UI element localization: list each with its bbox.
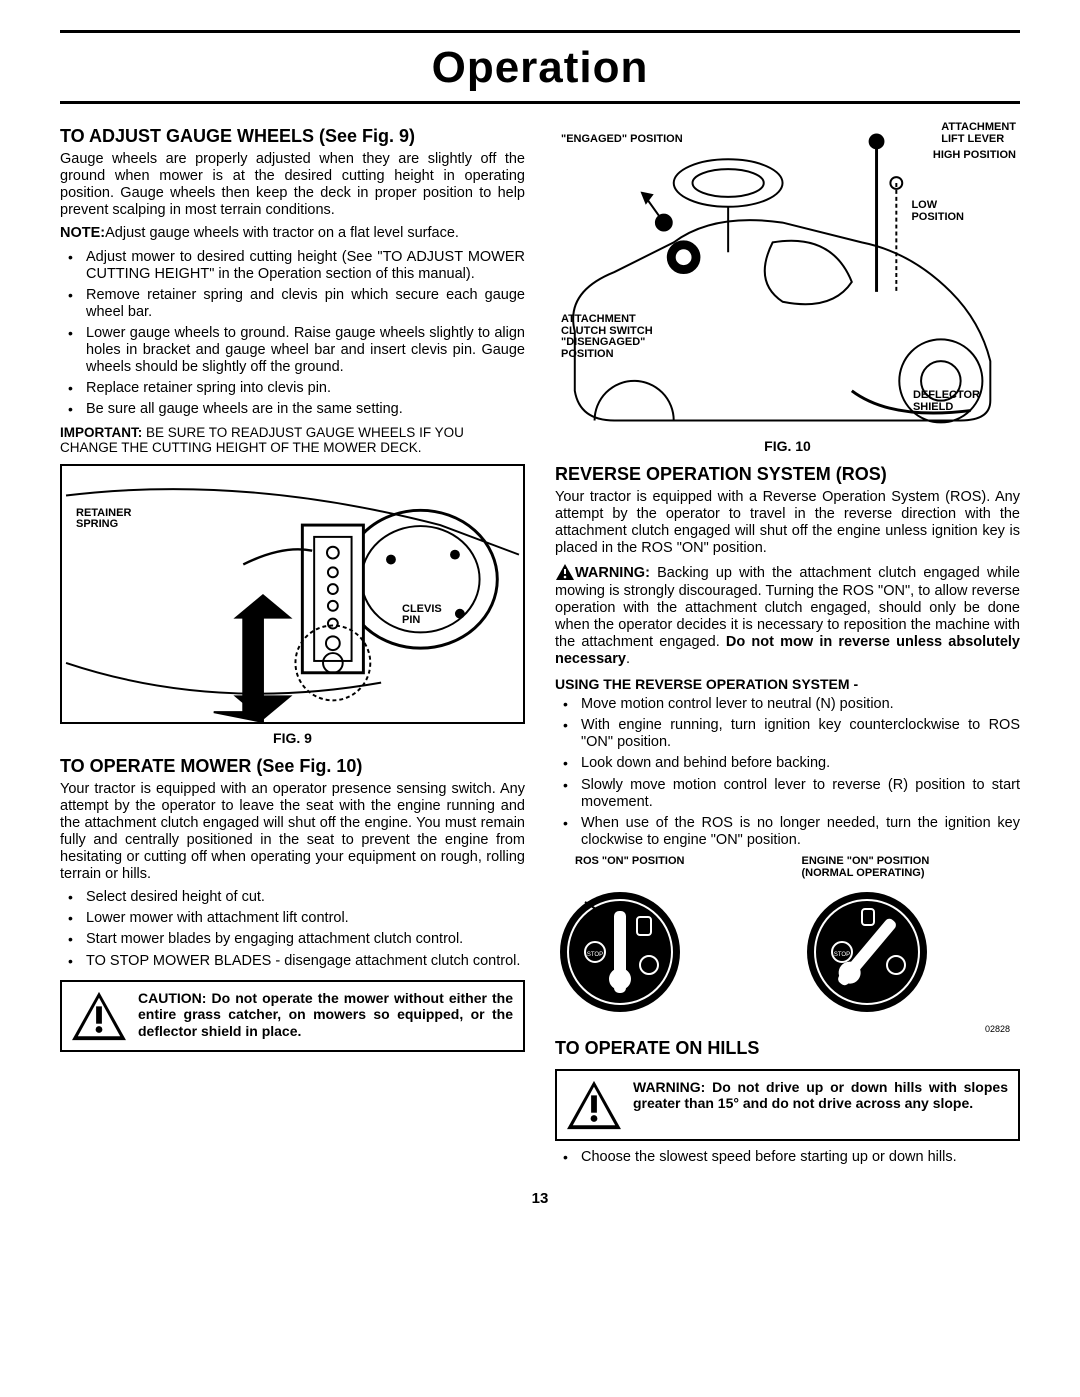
right-column: "ENGAGED" POSITION ATTACHMENT LIFT LEVER… (555, 122, 1020, 1172)
fig10-label-low: LOW POSITION (911, 200, 964, 223)
bullet: Lower mower with attachment lift control… (60, 910, 525, 927)
warn-lead: WARNING: (575, 565, 650, 581)
fig-code: 02828 (555, 1024, 1020, 1034)
sec3-para1: Your tractor is equipped with a Reverse … (555, 489, 1020, 557)
fig10-label-clutch: ATTACHMENT CLUTCH SWITCH "DISENGAGED" PO… (561, 314, 653, 360)
key-ros-label: ROS "ON" POSITION (555, 855, 774, 881)
left-column: TO ADJUST GAUGE WHEELS (See Fig. 9) Gaug… (60, 122, 525, 1172)
caution-text: CAUTION: Do not operate the mower withou… (138, 990, 513, 1040)
caution-box: CAUTION: Do not operate the mower withou… (60, 980, 525, 1052)
rule-top (60, 30, 1020, 33)
period: . (626, 651, 630, 667)
sec1-bullets: Adjust mower to desired cutting height (… (60, 249, 525, 419)
fig10-caption: FIG. 10 (555, 438, 1020, 454)
sec2-heading: TO OPERATE MOWER (See Fig. 10) (60, 756, 525, 777)
bullet: With engine running, turn ignition key c… (555, 717, 1020, 751)
warning-triangle-icon (565, 1079, 623, 1131)
bullet: Select desired height of cut. (60, 889, 525, 906)
sec2-para1: Your tractor is equipped with an operato… (60, 781, 525, 884)
key-ros-icon: STOP (555, 887, 685, 1017)
bullet: Look down and behind before backing. (555, 755, 1020, 772)
key-engine-col: ENGINE "ON" POSITION (NORMAL OPERATING) … (802, 855, 1021, 1022)
hills-warning-box: WARNING: Do not drive up or down hills w… (555, 1069, 1020, 1141)
sec1-heading: TO ADJUST GAUGE WHEELS (See Fig. 9) (60, 126, 525, 147)
sec3-heading: REVERSE OPERATION SYSTEM (ROS) (555, 464, 1020, 485)
sec3-bullets: Move motion control lever to neutral (N)… (555, 696, 1020, 849)
fig10-svg (555, 122, 1020, 432)
key-engine-icon: STOP (802, 887, 932, 1017)
page-number: 13 (60, 1190, 1020, 1207)
fig9-caption: FIG. 9 (60, 730, 525, 746)
note-lead: NOTE: (60, 225, 105, 241)
sec1-note: NOTE:Adjust gauge wheels with tractor on… (60, 225, 525, 242)
warning-triangle-icon (555, 563, 575, 581)
sec3-subhead: USING THE REVERSE OPERATION SYSTEM - (555, 676, 1020, 692)
fig10-label-deflector: DEFLECTOR SHIELD (913, 390, 980, 413)
note-text: Adjust gauge wheels with tractor on a fl… (105, 225, 459, 241)
bullet: Replace retainer spring into clevis pin. (60, 380, 525, 397)
warning-triangle-icon (70, 990, 128, 1042)
key-ros-col: ROS "ON" POSITION STOP (555, 855, 774, 1022)
hills-warning-text: WARNING: Do not drive up or down hills w… (633, 1079, 1008, 1112)
ignition-key-row: ROS "ON" POSITION STOP ENGINE "ON" POSIT… (555, 855, 1020, 1022)
caution-lead: CAUTION: (138, 990, 212, 1006)
figure-10: "ENGAGED" POSITION ATTACHMENT LIFT LEVER… (555, 122, 1020, 432)
two-column-layout: TO ADJUST GAUGE WHEELS (See Fig. 9) Gaug… (60, 122, 1020, 1172)
sec4-bullets: Choose the slowest speed before starting… (555, 1149, 1020, 1166)
fig9-label-retainer: RETAINER SPRING (76, 508, 131, 531)
sec4-heading: TO OPERATE ON HILLS (555, 1038, 1020, 1059)
fig9-svg (62, 466, 523, 722)
svg-text:STOP: STOP (833, 952, 849, 958)
fig10-label-attach-lift: ATTACHMENT LIFT LEVER (941, 122, 1016, 145)
bullet: Be sure all gauge wheels are in the same… (60, 401, 525, 418)
key-engine-label: ENGINE "ON" POSITION (NORMAL OPERATING) (802, 855, 1021, 881)
bullet: Move motion control lever to neutral (N)… (555, 696, 1020, 713)
bullet: Lower gauge wheels to ground. Raise gaug… (60, 325, 525, 376)
fig10-label-high: HIGH POSITION (933, 150, 1016, 162)
sec1-important: IMPORTANT: BE SURE TO READJUST GAUGE WHE… (60, 425, 525, 456)
sec1-para1: Gauge wheels are properly adjusted when … (60, 151, 525, 219)
rule-bottom (60, 101, 1020, 104)
bullet: Start mower blades by engaging attachmen… (60, 931, 525, 948)
fig9-label-clevis: CLEVIS PIN (402, 604, 442, 627)
page-title: Operation (60, 37, 1020, 101)
bullet: Choose the slowest speed before starting… (555, 1149, 1020, 1166)
fig10-label-engaged: "ENGAGED" POSITION (561, 134, 683, 146)
important-lead: IMPORTANT: (60, 425, 142, 440)
bullet: When use of the ROS is no longer needed,… (555, 815, 1020, 849)
figure-9: RETAINER SPRING CLEVIS PIN (60, 464, 525, 724)
sec2-bullets: Select desired height of cut. Lower mowe… (60, 889, 525, 969)
warn-lead: WARNING: (633, 1079, 712, 1095)
bullet: TO STOP MOWER BLADES - disengage attachm… (60, 953, 525, 970)
sec3-warning: WARNING: Backing up with the attachment … (555, 563, 1020, 668)
bullet: Adjust mower to desired cutting height (… (60, 249, 525, 283)
bullet: Slowly move motion control lever to reve… (555, 777, 1020, 811)
bullet: Remove retainer spring and clevis pin wh… (60, 287, 525, 321)
svg-text:STOP: STOP (587, 952, 603, 958)
